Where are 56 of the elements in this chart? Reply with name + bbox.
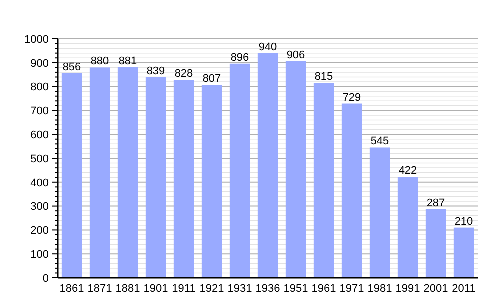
y-tick-label: 100 (30, 248, 49, 261)
x-tick-label: 1981 (368, 283, 392, 295)
data-label: 828 (174, 68, 194, 80)
y-tick-label: 1000 (24, 34, 49, 46)
bar (314, 83, 334, 278)
data-label: 545 (370, 136, 390, 148)
bar (286, 61, 306, 278)
x-tick-label: 1901 (144, 283, 168, 295)
y-tick-label: 500 (30, 153, 49, 166)
x-tick-label: 1951 (284, 283, 308, 295)
data-label: 210 (454, 216, 474, 228)
data-label: 839 (146, 65, 166, 78)
x-tick-label: 1936 (256, 283, 280, 295)
x-tick-label: 1861 (60, 283, 84, 295)
bar (398, 177, 418, 278)
data-label: 880 (90, 56, 110, 68)
y-tick-label: 0 (42, 272, 49, 285)
x-tick-label: 1911 (172, 283, 196, 295)
bar (370, 148, 390, 278)
bar (118, 67, 138, 278)
x-tick-label: 1961 (312, 283, 336, 295)
x-tick-label: 1921 (200, 283, 224, 295)
data-label: 287 (426, 197, 446, 210)
data-label: 815 (314, 71, 334, 84)
x-tick-label: 2011 (452, 283, 476, 295)
bar (146, 77, 166, 278)
bar (426, 209, 446, 278)
y-tick-label: 900 (30, 58, 49, 70)
bar (202, 85, 222, 278)
x-tick-label: 1871 (88, 283, 112, 295)
y-tick-label: 300 (30, 201, 49, 214)
data-label: 940 (258, 41, 278, 54)
data-label: 896 (230, 52, 250, 64)
bar (342, 104, 362, 278)
x-tick-label: 1991 (396, 283, 420, 295)
bar (258, 53, 278, 278)
data-label: 807 (202, 73, 222, 86)
bar (62, 73, 82, 278)
data-label: 729 (342, 92, 362, 104)
x-tick-label: 1881 (116, 283, 140, 295)
bar (174, 80, 194, 278)
y-tick-label: 700 (30, 106, 49, 118)
bar (454, 228, 474, 278)
y-tick-label: 200 (30, 225, 49, 238)
data-label: 422 (398, 165, 418, 178)
bar (230, 64, 250, 278)
data-label: 856 (62, 61, 82, 74)
y-tick-label: 400 (30, 177, 49, 190)
data-label: 906 (286, 49, 306, 62)
bar (90, 68, 110, 278)
y-tick-label: 800 (30, 82, 49, 94)
x-tick-label: 2001 (424, 283, 448, 295)
y-tick-label: 600 (30, 129, 49, 142)
data-label: 881 (118, 55, 138, 68)
x-tick-label: 1971 (340, 283, 364, 295)
x-tick-label: 1931 (228, 283, 252, 295)
